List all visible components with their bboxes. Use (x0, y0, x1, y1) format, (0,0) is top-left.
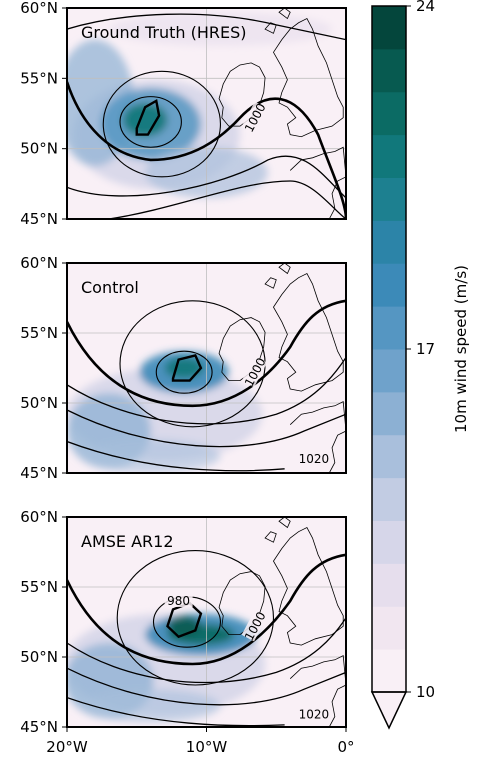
lat-tick-label: 45°N (20, 718, 58, 736)
lat-tick-label: 55°N (20, 69, 58, 87)
colorbar: 24 17 10 10m wind speed (m/s) (370, 0, 470, 730)
panel-title: AMSE AR12 (81, 532, 174, 551)
isobars (67, 551, 346, 726)
lat-tick-label: 55°N (20, 578, 58, 596)
colorbar-swatch (372, 91, 406, 136)
colorbar-swatch (372, 606, 406, 650)
isobars (67, 14, 346, 219)
coastline (219, 263, 346, 473)
colorbar-swatch (372, 477, 406, 521)
colorbar-swatch (372, 306, 406, 350)
contour-label: 980 (167, 594, 190, 608)
contour-label: 1020 (299, 452, 330, 466)
panel-title: Ground Truth (HRES) (81, 23, 246, 42)
colorbar-label: 10m wind speed (m/s) (452, 265, 470, 433)
lat-tick-label: 45°N (20, 464, 58, 482)
colorbar-swatch (372, 434, 406, 479)
map-field: 1000 (67, 8, 346, 219)
colorbar-swatch (372, 349, 406, 393)
lat-tick-label: 50°N (20, 648, 58, 666)
colorbar-swatch (372, 48, 406, 93)
lat-tick-label: 60°N (20, 0, 58, 17)
wind-speed-field (67, 613, 266, 723)
lat-tick-label: 60°N (20, 254, 58, 272)
colorbar-swatch (372, 134, 406, 178)
isobars (67, 301, 346, 471)
wind-speed-field (67, 12, 333, 198)
panel-frame (66, 262, 347, 474)
lat-tick-label: 60°N (20, 508, 58, 526)
colorbar-swatch (372, 263, 406, 307)
colorbar-swatch (372, 177, 406, 221)
lon-tick-label: 20°W (46, 738, 88, 756)
colorbar-swatch (372, 649, 406, 693)
colorbar-tick-label: 17 (416, 340, 435, 358)
panel-frame (66, 7, 347, 220)
colorbar-extend-arrow (370, 691, 408, 730)
panel-title: Control (81, 278, 139, 297)
colorbar-swatch (372, 6, 406, 50)
colorbar-swatch (372, 563, 406, 607)
colorbar-tick-label: 24 (416, 0, 435, 15)
lat-tick-label: 55°N (20, 324, 58, 342)
lat-tick-label: 50°N (20, 140, 58, 158)
lon-tick-label: 0° (337, 738, 354, 756)
lat-tick-label: 50°N (20, 394, 58, 412)
contour-label: 1020 (299, 707, 330, 721)
colorbar-swatch (372, 391, 406, 436)
colorbar-swatch (372, 520, 406, 564)
lat-tick-label: 45°N (20, 210, 58, 228)
colorbar-swatch (372, 220, 406, 264)
lon-tick-label: 10°W (186, 738, 228, 756)
colorbar-tick-label: 10 (416, 683, 435, 701)
